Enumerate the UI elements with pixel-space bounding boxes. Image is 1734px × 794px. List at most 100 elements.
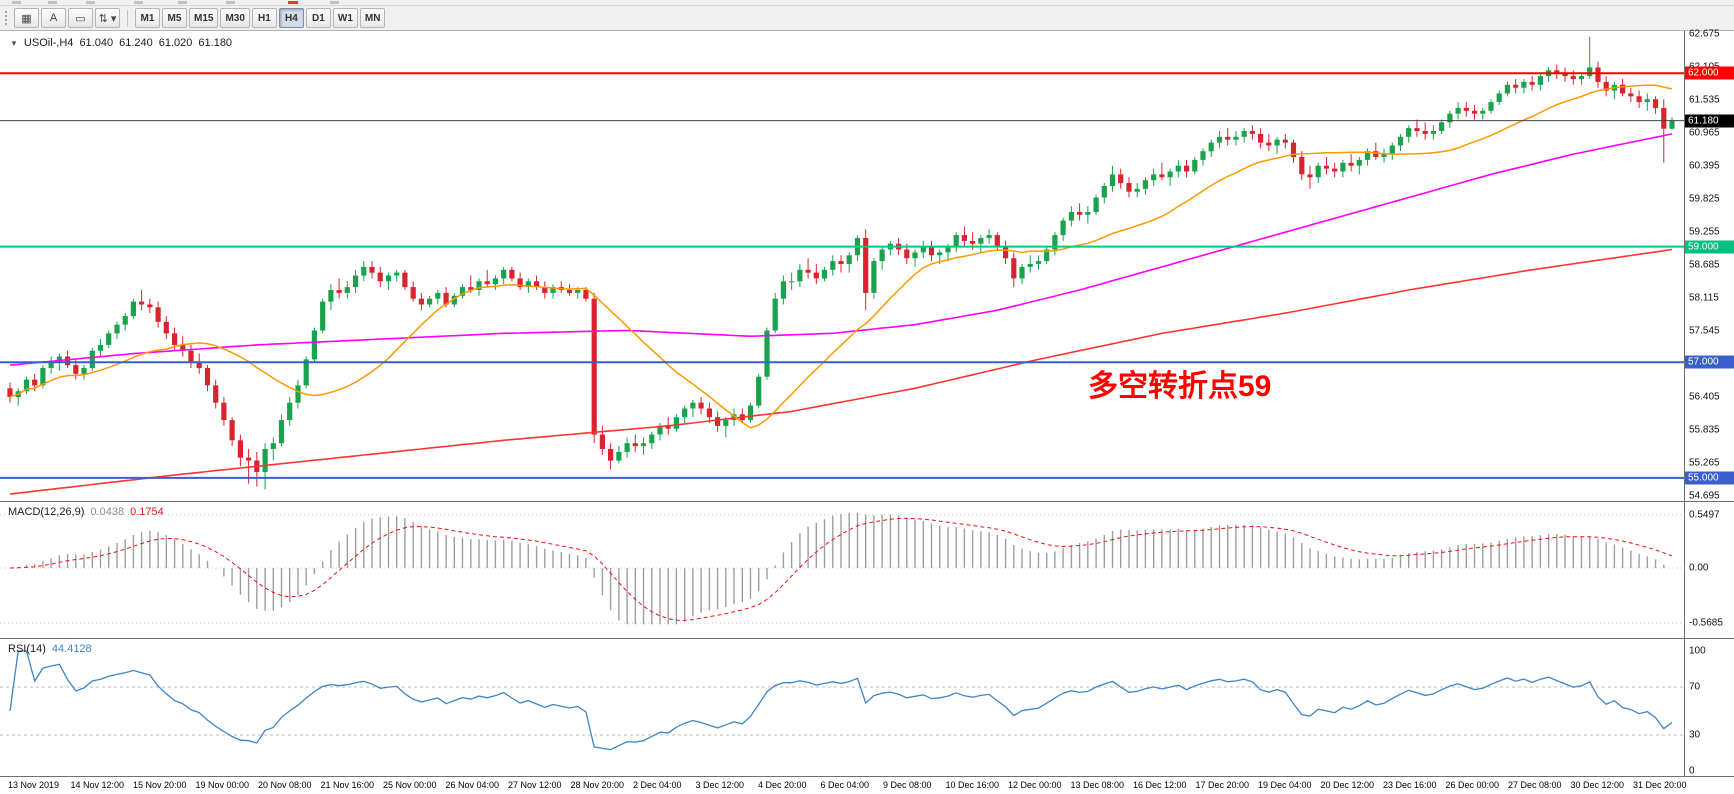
- toolbar-fragment: [86, 1, 95, 4]
- time-axis[interactable]: 13 Nov 2019 14 Nov 12:00 15 Nov 20:00 19 No…: [0, 777, 1734, 794]
- ohlc-open: 61.040: [79, 37, 114, 49]
- toolbar-fragment: [178, 1, 187, 4]
- toolbar: ▦ A ▭ ⇅ ▾ M1 M5 M15 M30 H1 H4 D1 W1 MN: [0, 6, 1734, 31]
- rsi-axis-label: 70: [1689, 681, 1701, 693]
- toolbar-fragment: [12, 1, 21, 4]
- toolbar-fragment: [48, 1, 57, 4]
- time-axis-label: 13 Dec 08:00: [1070, 780, 1125, 790]
- time-axis-label: 20 Dec 12:00: [1320, 780, 1375, 790]
- time-axis-label: 19 Dec 04:00: [1258, 780, 1312, 790]
- time-axis-label: 19 Nov 00:00: [195, 780, 250, 790]
- chart-annotation-text: 多空转折点59: [1088, 370, 1272, 403]
- timeframe-button-h4[interactable]: H4: [278, 8, 304, 28]
- macd-signal-value: 0.1754: [130, 506, 164, 518]
- time-axis-label: 30 Dec 12:00: [1570, 780, 1625, 790]
- clipped-toolbar-strip: [0, 0, 1734, 6]
- toolbar-grip[interactable]: [4, 10, 9, 26]
- macd-axis[interactable]: 0.5497 0.00 -0.5685: [1684, 502, 1734, 638]
- time-axis-label: 27 Dec 08:00: [1508, 780, 1562, 790]
- macd-pane: 0.5497 0.00 -0.5685 MACD(12,26,9) 0.0438 0…: [0, 502, 1734, 639]
- charts-grid-button[interactable]: ▦: [14, 8, 39, 28]
- price-axis-label: 59.255: [1689, 226, 1720, 238]
- timeframe-button-d1[interactable]: D1: [305, 8, 331, 28]
- toolbar-fragment: [226, 1, 235, 4]
- price-axis-label: 58.115: [1689, 292, 1719, 304]
- time-axis-label: 12 Dec 00:00: [1008, 780, 1062, 790]
- icon-buttons: ▦ A ▭ ⇅ ▾: [14, 8, 120, 28]
- frame-tool-button[interactable]: ▭: [68, 8, 93, 28]
- chart-symbol-timeframe: USOil-,H4: [23, 37, 74, 49]
- macd-header: MACD(12,26,9) 0.0438 0.1754: [8, 506, 164, 518]
- rsi-pane: 100 70 30 0 RSI(14) 44.4128: [0, 639, 1734, 777]
- rsi-header: RSI(14) 44.4128: [8, 643, 92, 655]
- time-axis-label: 15 Nov 20:00: [133, 780, 187, 790]
- text-label-button[interactable]: A: [41, 8, 66, 28]
- macd-axis-label: -0.5685: [1689, 617, 1723, 629]
- price-axis-label: 60.395: [1689, 160, 1720, 172]
- time-axis-label: 3 Dec 12:00: [695, 780, 745, 790]
- price-axis-label: 58.685: [1689, 259, 1720, 271]
- time-axis-label: 28 Nov 20:00: [570, 780, 625, 790]
- time-axis-label: 26 Nov 04:00: [445, 780, 500, 790]
- price-badge-61.180: 61.180: [1685, 114, 1734, 128]
- time-axis-label: 20 Nov 08:00: [258, 780, 312, 790]
- chart-menu-icon[interactable]: ▼: [10, 38, 18, 48]
- ohlc-low: 61.020: [158, 37, 193, 49]
- time-axis-label: 13 Nov 2019: [8, 780, 60, 790]
- rsi-canvas[interactable]: [0, 639, 1684, 776]
- rsi-axis-label: 30: [1689, 729, 1701, 741]
- macd-name: MACD(12,26,9): [8, 506, 85, 518]
- time-axis-label: 26 Dec 00:00: [1445, 780, 1500, 790]
- rsi-value: 44.4128: [51, 643, 92, 655]
- time-axis-label: 21 Nov 16:00: [320, 780, 375, 790]
- timeframe-button-m30[interactable]: M30: [220, 8, 250, 28]
- timeframe-button-w1[interactable]: W1: [332, 8, 358, 28]
- ma-slow-line: [9, 248, 1673, 495]
- time-axis-label: 23 Dec 16:00: [1383, 780, 1437, 790]
- rsi-axis-label: 0: [1689, 765, 1695, 777]
- time-axis-label: 27 Nov 12:00: [508, 780, 562, 790]
- timeframe-button-m5[interactable]: M5: [162, 8, 187, 28]
- rsi-name: RSI(14): [8, 643, 46, 655]
- main-chart-pane: 62.67562.10561.53560.96560.39559.82559.2…: [0, 28, 1734, 502]
- price-axis-label: 55.265: [1689, 457, 1720, 469]
- rsi-line: [9, 650, 1673, 751]
- price-badge-57.000: 57.000: [1685, 355, 1734, 369]
- ohlc-close: 61.180: [198, 37, 233, 49]
- macd-histogram: [17, 512, 1665, 625]
- macd-axis-label: 0.00: [1689, 562, 1709, 574]
- rsi-axis[interactable]: 100 70 30 0: [1684, 639, 1734, 777]
- price-axis-label: 56.405: [1689, 391, 1720, 403]
- time-axis-label: 14 Nov 12:00: [70, 780, 125, 790]
- price-axis-label: 55.835: [1689, 424, 1720, 436]
- price-axis-label: 57.545: [1689, 325, 1720, 337]
- main-chart-canvas[interactable]: [0, 31, 1684, 501]
- price-axis-label: 54.695: [1689, 490, 1720, 501]
- timeframe-button-m1[interactable]: M1: [135, 8, 160, 28]
- macd-axis-label: 0.5497: [1689, 509, 1720, 521]
- ma-mid-line: [9, 133, 1673, 366]
- candles: [7, 36, 1675, 490]
- toolbar-separator: [127, 9, 128, 27]
- time-axis-label: 25 Nov 00:00: [383, 780, 437, 790]
- toolbar-fragment: [134, 1, 143, 4]
- time-axis-label: 31 Dec 20:00: [1633, 780, 1687, 790]
- price-axis-label: 61.535: [1689, 94, 1720, 106]
- price-axis-label: 59.825: [1689, 193, 1720, 205]
- price-badge-55.000: 55.000: [1685, 471, 1734, 485]
- timeframe-button-m15[interactable]: M15: [189, 8, 219, 28]
- macd-signal-line: [9, 517, 1673, 621]
- timeframe-button-mn[interactable]: MN: [359, 8, 386, 28]
- timeframe-button-h1[interactable]: H1: [251, 8, 277, 28]
- toolbar-fragment: [330, 1, 339, 4]
- price-axis-label: 60.965: [1689, 127, 1720, 139]
- time-axis-label: 4 Dec 20:00: [758, 780, 807, 790]
- scale-tool-button[interactable]: ⇅ ▾: [95, 8, 120, 28]
- time-axis-label: 6 Dec 04:00: [820, 780, 870, 790]
- toolbar-fragment-red: [288, 1, 298, 4]
- macd-canvas[interactable]: [0, 502, 1684, 638]
- price-axis-label: 62.675: [1689, 28, 1720, 40]
- ohlc-high: 61.240: [119, 37, 153, 49]
- price-axis[interactable]: 62.67562.10561.53560.96560.39559.82559.2…: [1684, 28, 1734, 501]
